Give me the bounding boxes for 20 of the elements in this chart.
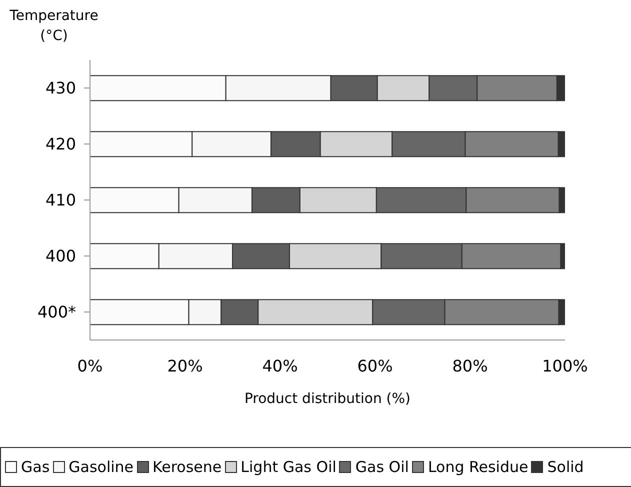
x-tick-label: 100% [542,356,588,376]
legend-label: Gasoline [68,458,134,476]
y-tick-label: 400* [37,302,76,322]
y-tick-label: 410 [45,190,76,210]
x-tick-label: 20% [167,356,203,376]
y-tick-label: 420 [45,134,76,154]
y-tick-label: 430 [45,78,76,98]
legend-label: Kerosene [152,458,222,476]
x-tick-label: 80% [452,356,488,376]
legend-label: Solid [547,458,584,476]
legend-label: Gas Oil [355,458,409,476]
x-tick-label: 40% [262,356,298,376]
y-axis-title: Temperature (°C) [8,7,100,46]
legend-label: Light Gas Oil [240,458,336,476]
x-axis-title: Product distribution (%) [244,391,411,407]
x-tick-label: 0% [77,356,103,376]
x-tick-label: 60% [357,356,393,376]
legend-label: Long Residue [428,458,528,476]
y-tick-label: 400 [45,246,76,266]
legend-label: Gas [21,458,50,476]
